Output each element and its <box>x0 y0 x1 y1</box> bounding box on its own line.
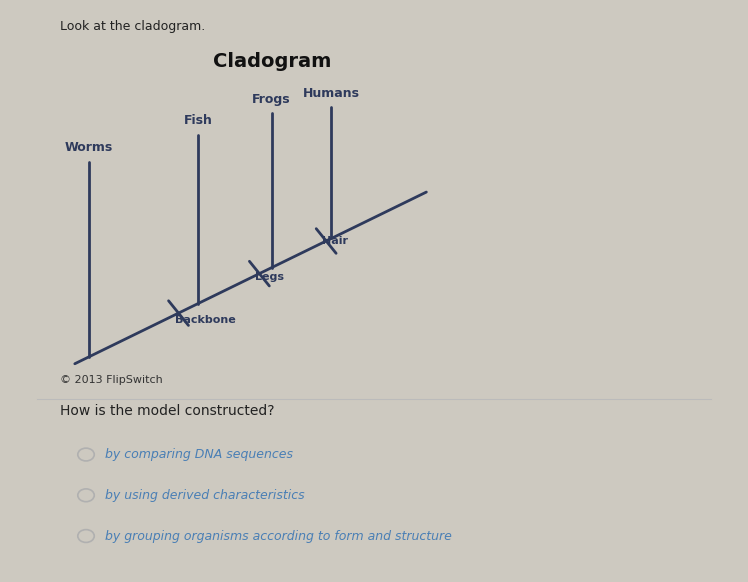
Text: by comparing DNA sequences: by comparing DNA sequences <box>105 448 292 461</box>
Text: by using derived characteristics: by using derived characteristics <box>105 489 304 502</box>
Text: Humans: Humans <box>303 87 360 100</box>
Text: How is the model constructed?: How is the model constructed? <box>60 404 275 418</box>
Text: Fish: Fish <box>183 114 212 127</box>
Text: Backbone: Backbone <box>174 315 236 325</box>
Text: by grouping organisms according to form and structure: by grouping organisms according to form … <box>105 530 452 542</box>
Text: Hair: Hair <box>322 236 349 246</box>
Text: © 2013 FlipSwitch: © 2013 FlipSwitch <box>60 375 162 385</box>
Text: Worms: Worms <box>65 141 113 154</box>
Text: Frogs: Frogs <box>252 93 291 106</box>
Text: Cladogram: Cladogram <box>213 52 331 72</box>
Text: Look at the cladogram.: Look at the cladogram. <box>60 20 205 33</box>
Text: Legs: Legs <box>255 272 284 282</box>
